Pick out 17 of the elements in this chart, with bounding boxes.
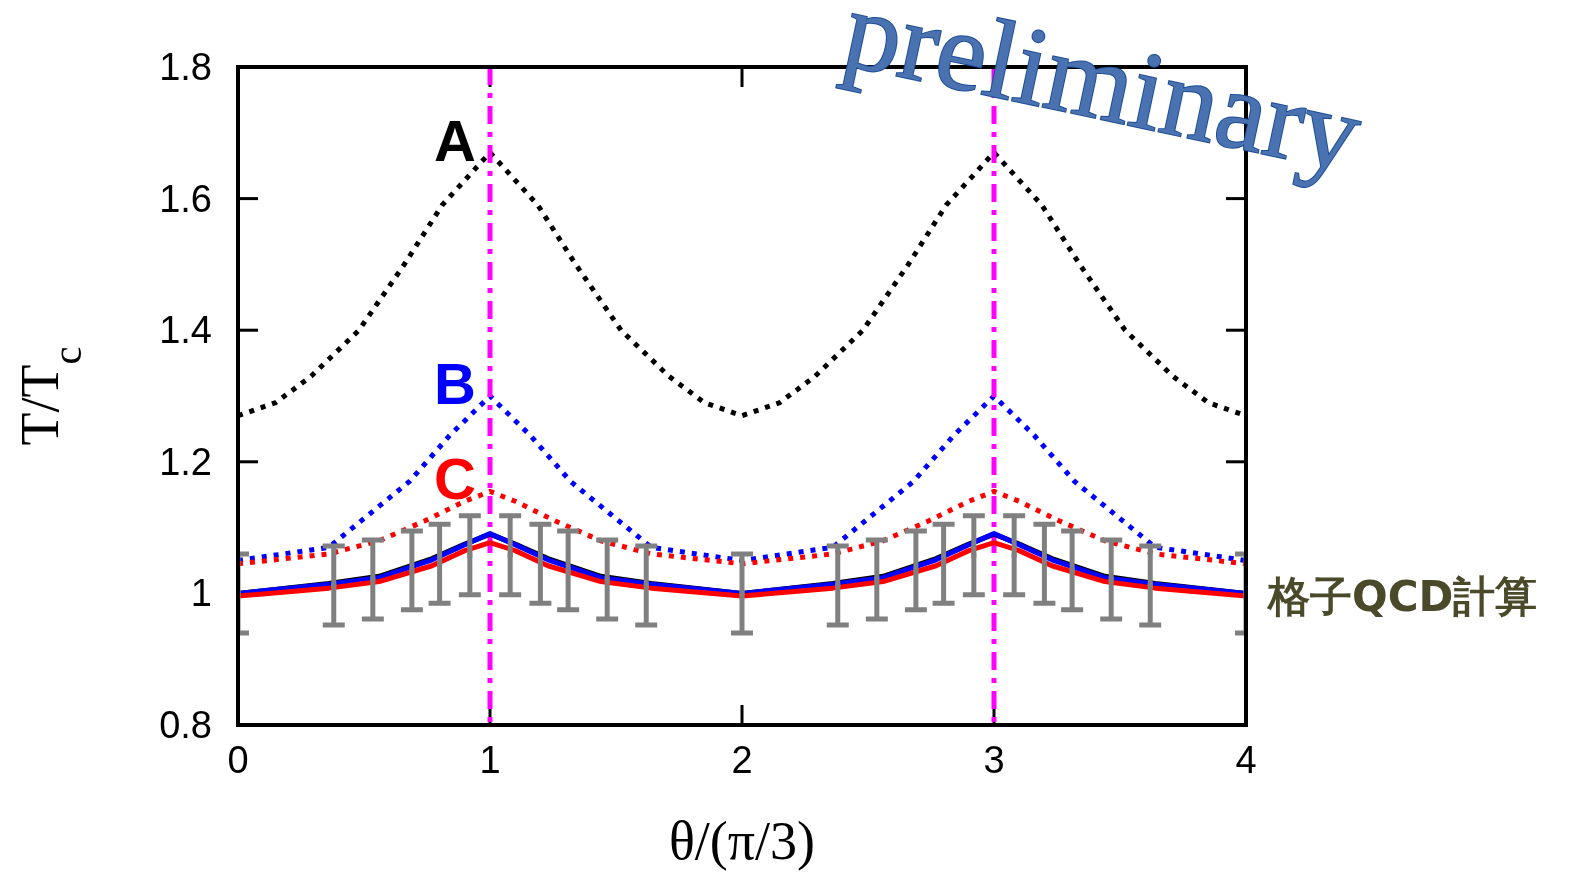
series-label: 格子QCD計算 [1266, 572, 1538, 622]
y-tick-label: 1.8 [159, 46, 212, 88]
series-label: C [434, 446, 476, 512]
legend-label: A [434, 107, 476, 173]
x-tick-label: 1 [479, 739, 501, 781]
x-tick-label: 4 [1235, 739, 1257, 781]
series-label: B [434, 351, 476, 416]
x-tick-label: 2 [731, 739, 753, 781]
y-tick-label: 1.6 [159, 177, 212, 220]
y-tick-label: 1.2 [159, 440, 212, 483]
x-axis-title: θ/(π/3) [668, 811, 816, 871]
y-tick-label: 0.8 [159, 704, 212, 746]
y-tick-label: 1.4 [159, 309, 212, 352]
x-tick-label: 3 [983, 739, 1005, 781]
y-tick-label: 1 [190, 572, 212, 615]
annotation: preliminary [834, 0, 1372, 196]
x-tick-label: 0 [227, 739, 249, 781]
